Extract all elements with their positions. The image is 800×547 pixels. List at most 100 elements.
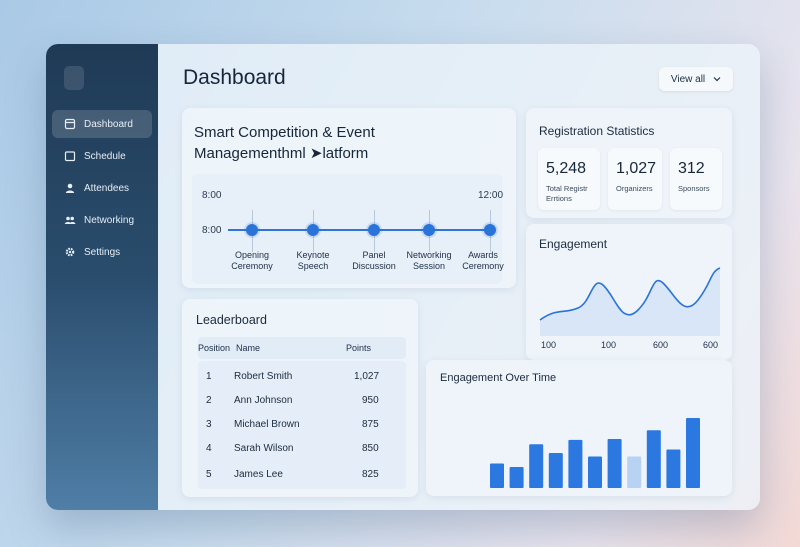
- row-points: 825: [362, 469, 379, 480]
- row-name: Michael Brown: [234, 419, 300, 430]
- engagement-x-label: 600: [703, 340, 719, 350]
- row-name: Robert Smith: [234, 371, 293, 382]
- schedule-timeline: 8:00 12:00 8:00 Opening Ceremony Keynote…: [192, 174, 504, 284]
- sidebar-item-label: Networking: [84, 214, 135, 226]
- event-title-line-1: Smart Competition & Event: [194, 124, 375, 141]
- view-all-dropdown[interactable]: View all: [659, 67, 733, 91]
- row-position: 1: [206, 371, 212, 382]
- timeline-line: [228, 229, 490, 231]
- sidebar-item-attendees[interactable]: Attendees: [52, 174, 152, 202]
- session-label-awards: Awards Ceremony: [462, 250, 504, 271]
- session-dot-networking[interactable]: [423, 224, 435, 236]
- view-all-label: View all: [670, 73, 706, 85]
- bar[interactable]: [490, 463, 504, 489]
- main-content: Dashboard View all Smart Competition & E…: [158, 44, 760, 510]
- chart-title: Engagement Over Time: [440, 372, 557, 384]
- sidebar-item-schedule[interactable]: Schedule: [52, 142, 152, 170]
- table-row[interactable]: 4 Sarah Wilson 850: [198, 437, 406, 461]
- column-points: Points: [346, 343, 372, 353]
- row-position: 2: [206, 395, 212, 406]
- session-dot-panel[interactable]: [368, 224, 380, 236]
- bar[interactable]: [588, 456, 602, 489]
- engagement-card: Engagement 100 100 600 600: [526, 224, 732, 360]
- engagement-title: Engagement: [539, 237, 608, 251]
- engagement-bar-chart: 0200300400600: [490, 418, 700, 489]
- row-points: 1,027: [354, 371, 380, 382]
- session-dot-keynote[interactable]: [307, 224, 319, 236]
- calendar-icon: [64, 151, 76, 162]
- timeline-axis-time: 8:00: [202, 225, 222, 236]
- sidebar-item-label: Settings: [84, 246, 121, 258]
- session-dot-opening[interactable]: [246, 224, 258, 236]
- stat-label: Total Registr Errtions: [546, 184, 588, 203]
- bar[interactable]: [509, 467, 524, 488]
- bar[interactable]: [627, 456, 642, 489]
- row-name: Sarah Wilson: [234, 443, 294, 454]
- session-label-keynote: Keynote Speech: [296, 250, 330, 271]
- row-name: Ann Johnson: [234, 395, 293, 406]
- bar[interactable]: [666, 449, 681, 489]
- sidebar-item-dashboard[interactable]: Dashboard: [52, 110, 152, 138]
- app-logo: [64, 66, 84, 90]
- row-points: 875: [362, 419, 379, 430]
- stat-organizers: 1,027 Organizers: [608, 148, 662, 210]
- row-points: 850: [362, 443, 379, 454]
- table-row[interactable]: 1 Robert Smith 1,027: [198, 365, 406, 389]
- person-icon: [65, 183, 75, 193]
- timeline-end-time: 12:00: [478, 190, 504, 201]
- registration-card: Registration Statistics 5,248 Total Regi…: [526, 108, 732, 218]
- stat-value: 1,027: [616, 160, 657, 177]
- column-name: Name: [236, 343, 261, 353]
- bar[interactable]: [529, 444, 544, 488]
- chevron-down-icon: [713, 77, 721, 82]
- dashboard-icon: [64, 118, 76, 130]
- engagement-over-time-card: Engagement Over Time 0200300400600: [426, 360, 732, 496]
- stat-sponsors: 312 Sponsors: [670, 148, 722, 210]
- app-window: Dashboard Schedule Attendees Networking …: [46, 44, 760, 510]
- people-icon: [64, 216, 76, 224]
- engagement-area: [540, 268, 720, 336]
- session-label-panel: Panel Discussion: [352, 250, 396, 271]
- stat-value: 5,248: [546, 160, 587, 177]
- leaderboard-title: Leaderboard: [196, 313, 267, 327]
- event-title-line-2: Managementhml ➤latform: [194, 145, 369, 162]
- sidebar-item-label: Schedule: [84, 150, 126, 162]
- row-position: 4: [206, 443, 212, 454]
- gear-icon: [65, 247, 75, 257]
- leaderboard-rows: 1 Robert Smith 1,027 2 Ann Johnson 950 3…: [198, 361, 406, 489]
- row-name: James Lee: [234, 469, 283, 480]
- bar[interactable]: [686, 418, 700, 488]
- event-title: Smart Competition & Event Managementhml …: [194, 122, 434, 164]
- engagement-x-label: 100: [601, 340, 617, 350]
- timeline-start-time: 8:00: [202, 190, 222, 201]
- stat-label: Sponsors: [678, 184, 710, 193]
- page-title: Dashboard: [183, 66, 286, 89]
- session-label-networking: Networking Session: [406, 250, 452, 271]
- sidebar-item-networking[interactable]: Networking: [52, 206, 152, 234]
- session-dot-awards[interactable]: [484, 224, 496, 236]
- bar[interactable]: [568, 439, 583, 488]
- engagement-line-chart: [539, 267, 721, 336]
- leaderboard-card: Leaderboard Position Name Points 1 Rober…: [182, 299, 418, 497]
- column-position: Position: [198, 343, 231, 353]
- bar[interactable]: [548, 453, 563, 488]
- sidebar-item-label: Dashboard: [84, 118, 133, 130]
- table-row[interactable]: 5 James Lee 825: [198, 463, 406, 487]
- event-card: Smart Competition & Event Managementhml …: [182, 108, 516, 288]
- row-position: 3: [206, 419, 212, 430]
- row-points: 950: [362, 395, 379, 406]
- stat-value: 312: [678, 160, 705, 177]
- table-row[interactable]: 2 Ann Johnson 950: [198, 389, 406, 413]
- sidebar-item-settings[interactable]: Settings: [52, 238, 152, 266]
- sidebar-item-label: Attendees: [84, 182, 130, 194]
- sidebar: Dashboard Schedule Attendees Networking …: [46, 44, 158, 510]
- stat-total-registrations: 5,248 Total Registr Errtions: [538, 148, 600, 210]
- registration-title: Registration Statistics: [539, 124, 655, 138]
- leaderboard-header: Position Name Points: [198, 337, 406, 359]
- bar[interactable]: [646, 430, 661, 488]
- row-position: 5: [206, 469, 212, 480]
- session-label-opening: Opening Ceremony: [231, 250, 273, 271]
- table-row[interactable]: 3 Michael Brown 875: [198, 413, 406, 437]
- engagement-x-label: 600: [653, 340, 669, 350]
- bar[interactable]: [607, 439, 622, 488]
